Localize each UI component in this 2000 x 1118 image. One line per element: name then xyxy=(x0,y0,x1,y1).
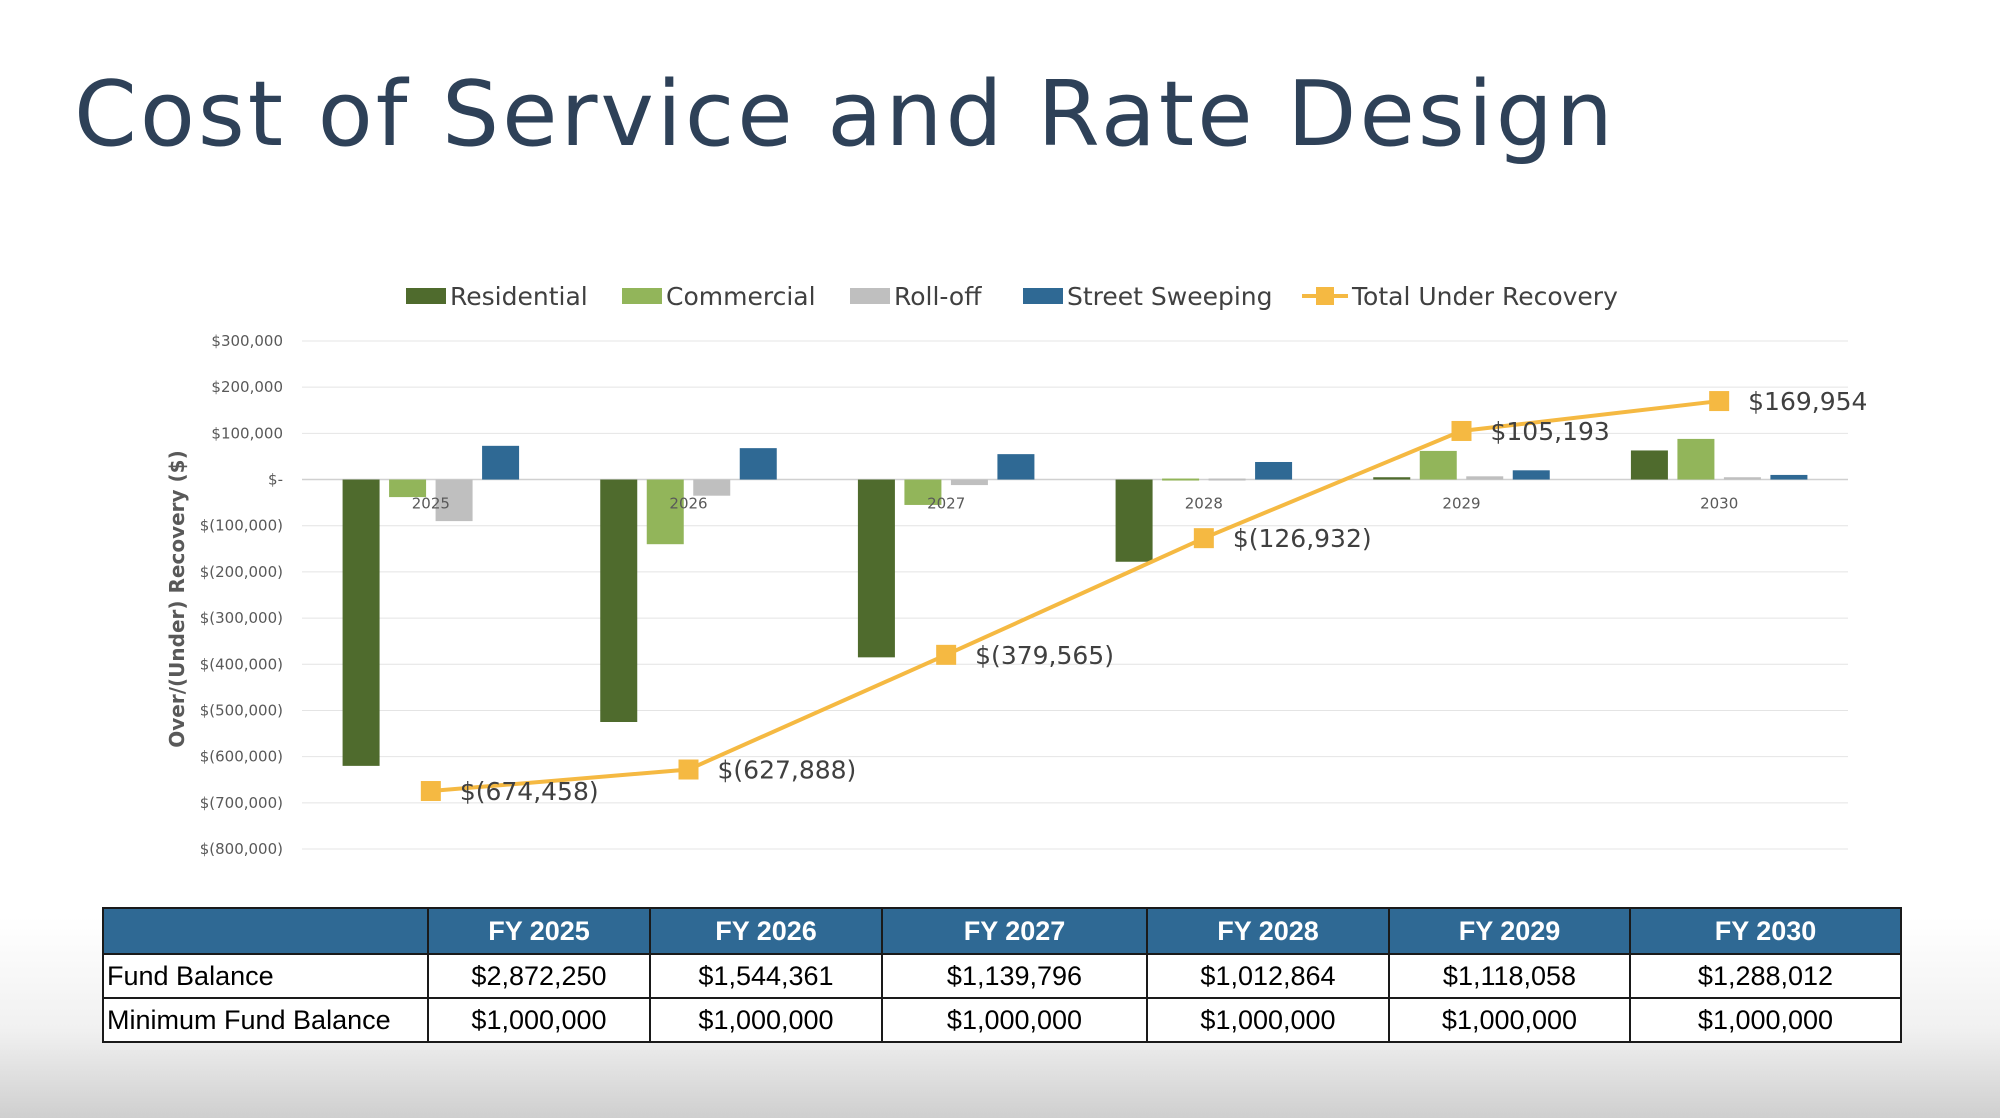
table-header-cell xyxy=(102,907,429,955)
total-data-label: $(379,565) xyxy=(975,641,1114,670)
table-row: Fund Balance $2,872,250 $1,544,361 $1,13… xyxy=(102,953,1902,999)
table-cell: $1,000,000 xyxy=(1629,997,1902,1043)
bar-street-sweeping xyxy=(482,445,520,480)
table-cell: $1,139,796 xyxy=(881,953,1148,999)
bar-street-sweeping xyxy=(1770,474,1808,480)
x-category-label: 2030 xyxy=(1700,495,1738,513)
chart-total-line: $(674,458) $(627,888) $(379,565) $(126,932)… xyxy=(420,387,1867,806)
y-tick-label: $(100,000) xyxy=(200,517,283,535)
total-data-label: $105,193 xyxy=(1491,417,1610,446)
table-cell: $1,000,000 xyxy=(427,997,651,1043)
table-cell: $1,012,864 xyxy=(1146,953,1390,999)
legend-swatch xyxy=(406,288,446,304)
bar-commercial xyxy=(1677,438,1715,480)
bar-residential xyxy=(1115,479,1153,562)
total-marker xyxy=(1193,528,1214,549)
recovery-chart: 2025 2026 2027 2028 2029 2030 $(674,458) $(627… xyxy=(165,282,1867,858)
table-cell: $1,000,000 xyxy=(1388,997,1631,1043)
bar-commercial xyxy=(646,479,684,545)
y-tick-label: $(300,000) xyxy=(200,609,283,627)
legend-swatch xyxy=(850,288,890,304)
bar-roll-off xyxy=(1723,477,1761,480)
y-tick-label: $(700,000) xyxy=(200,794,283,812)
legend-swatch xyxy=(622,288,662,304)
bar-residential xyxy=(600,479,638,722)
legend-label: Roll-off xyxy=(894,282,982,311)
total-marker xyxy=(936,644,957,665)
table-header-cell: FY 2027 xyxy=(881,907,1148,955)
legend-marker xyxy=(1316,287,1334,305)
total-marker xyxy=(1709,391,1730,412)
y-tick-label: $100,000 xyxy=(211,424,283,442)
fund-balance-table: FY 2025 FY 2026 FY 2027 FY 2028 FY 2029 … xyxy=(102,907,1902,1043)
bar-roll-off xyxy=(435,479,473,522)
x-category-label: 2025 xyxy=(412,495,450,513)
table-cell: $2,872,250 xyxy=(427,953,651,999)
x-category-label: 2029 xyxy=(1442,495,1480,513)
bar-residential xyxy=(857,479,895,658)
bar-street-sweeping xyxy=(1512,470,1550,480)
y-tick-label: $(400,000) xyxy=(200,655,283,673)
table-header-cell: FY 2030 xyxy=(1629,907,1902,955)
bar-residential xyxy=(1630,450,1668,480)
legend-label: Commercial xyxy=(666,282,816,311)
table-header-cell: FY 2029 xyxy=(1388,907,1631,955)
bar-roll-off xyxy=(693,479,731,496)
bar-residential xyxy=(1373,477,1411,480)
bar-street-sweeping xyxy=(997,454,1035,480)
chart-bars xyxy=(342,438,1808,766)
table-cell: $1,000,000 xyxy=(1146,997,1390,1043)
table-cell: $1,544,361 xyxy=(649,953,883,999)
y-tick-label: $(200,000) xyxy=(200,563,283,581)
row-label-minimum-fund-balance: Minimum Fund Balance xyxy=(102,997,429,1043)
bar-roll-off xyxy=(950,479,988,486)
y-tick-label: $(600,000) xyxy=(200,748,283,766)
chart-gridlines xyxy=(302,340,1848,850)
y-tick-label: $200,000 xyxy=(211,378,283,396)
total-marker xyxy=(678,759,699,780)
chart-y-tick-labels: $300,000 $200,000 $100,000 $- $(100,000) $(20… xyxy=(200,332,283,858)
table-row: Minimum Fund Balance $1,000,000 $1,000,0… xyxy=(102,997,1902,1043)
y-tick-label: $- xyxy=(268,471,283,489)
total-data-label: $(674,458) xyxy=(460,777,599,806)
y-axis-label: Over/(Under) Recovery ($) xyxy=(165,450,189,747)
bar-commercial xyxy=(389,479,427,498)
total-data-label: $169,954 xyxy=(1748,387,1867,416)
bar-roll-off xyxy=(1466,476,1504,480)
bar-residential xyxy=(342,479,380,766)
slide-title: Cost of Service and Rate Design xyxy=(74,62,1616,167)
chart-category-labels: 2025 2026 2027 2028 2029 2030 xyxy=(412,495,1739,513)
x-category-label: 2028 xyxy=(1185,495,1223,513)
total-marker xyxy=(420,781,441,802)
x-category-label: 2026 xyxy=(669,495,707,513)
bar-street-sweeping xyxy=(1255,461,1293,480)
table-cell: $1,000,000 xyxy=(649,997,883,1043)
y-tick-label: $300,000 xyxy=(211,332,283,350)
bar-commercial xyxy=(1419,450,1457,480)
y-tick-label: $(800,000) xyxy=(200,840,283,858)
table-cell: $1,118,058 xyxy=(1388,953,1631,999)
table-cell: $1,288,012 xyxy=(1629,953,1902,999)
table-header-cell: FY 2028 xyxy=(1146,907,1390,955)
total-data-label: $(627,888) xyxy=(718,756,857,785)
table-header-cell: FY 2026 xyxy=(649,907,883,955)
total-marker xyxy=(1451,420,1472,441)
total-under-recovery-line xyxy=(430,399,1720,794)
x-category-label: 2027 xyxy=(927,495,965,513)
table-cell: $1,000,000 xyxy=(881,997,1148,1043)
legend-label: Street Sweeping xyxy=(1067,282,1273,311)
chart-legend: Residential Commercial Roll-off Street Swee… xyxy=(406,282,1618,311)
bar-street-sweeping xyxy=(739,448,777,480)
legend-label: Residential xyxy=(450,282,588,311)
bar-commercial xyxy=(1162,478,1200,481)
bar-roll-off xyxy=(1208,478,1246,481)
bar-commercial xyxy=(904,479,942,505)
table-header-row: FY 2025 FY 2026 FY 2027 FY 2028 FY 2029 … xyxy=(102,907,1902,955)
row-label-fund-balance: Fund Balance xyxy=(102,953,429,999)
legend-label: Total Under Recovery xyxy=(1351,282,1618,311)
legend-swatch xyxy=(1023,288,1063,304)
total-data-label: $(126,932) xyxy=(1233,524,1372,553)
table-header-cell: FY 2025 xyxy=(427,907,651,955)
y-tick-label: $(500,000) xyxy=(200,701,283,719)
